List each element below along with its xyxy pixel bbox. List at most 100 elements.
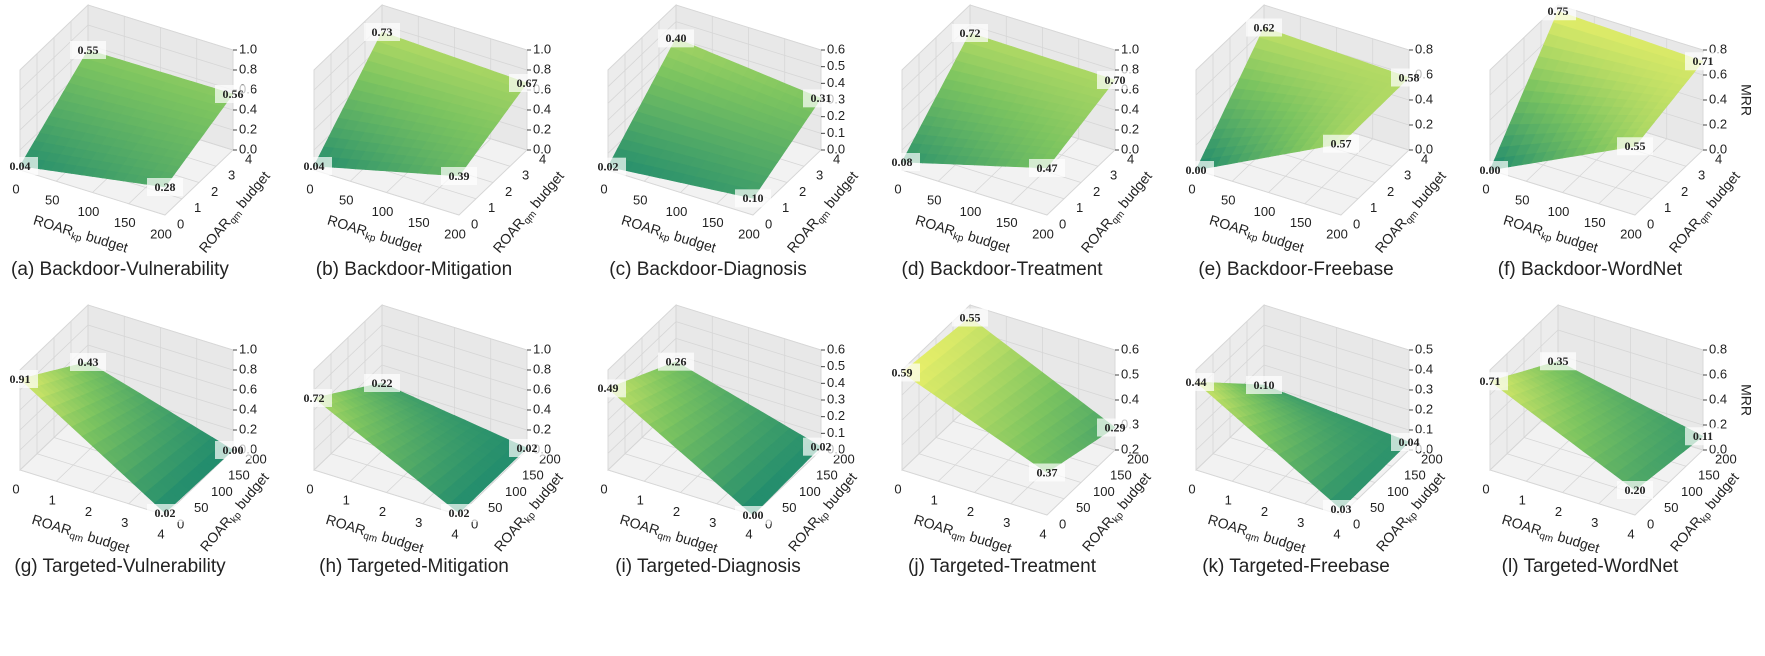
value-label: 0.71	[1480, 374, 1501, 388]
value-label: 0.10	[743, 191, 764, 205]
x-axis-label: ROARqmbudget	[617, 511, 719, 559]
label-rest: budget	[1409, 168, 1449, 211]
z-tick-label: 0.4	[1709, 91, 1727, 106]
grid-line	[675, 21, 822, 68]
label-rest: budget	[1556, 528, 1602, 556]
y-tick-label: 100	[1387, 484, 1409, 499]
value-label: 0.67	[517, 76, 538, 90]
z-tick-label: 0.2	[1121, 121, 1139, 136]
grid-line	[1557, 329, 1704, 376]
z-tick-label: 0.2	[533, 121, 551, 136]
value-label-box	[1617, 481, 1653, 499]
grid-line	[313, 304, 383, 371]
value-label: 0.29	[1105, 420, 1126, 434]
grid-line	[918, 453, 1065, 500]
value-label: 0.47	[1037, 161, 1058, 175]
y-tick-label: 100	[799, 484, 821, 499]
value-label-box	[803, 437, 839, 456]
grid-line	[901, 4, 971, 71]
y-tick-label: 0	[1059, 216, 1066, 231]
x-tick-label: 50	[339, 193, 353, 208]
x-tick-label: 1	[931, 493, 938, 508]
label-rest: budget	[380, 528, 426, 556]
value-label: 0.31	[811, 91, 832, 105]
value-label-box	[735, 506, 771, 524]
x-tick-label: 150	[1290, 215, 1312, 230]
grid-line	[381, 344, 528, 391]
grid-line	[1195, 469, 1342, 516]
z-tick-label: 0.4	[1121, 391, 1139, 406]
z-tick-label: 0.4	[827, 75, 845, 90]
grid-line	[901, 169, 1048, 216]
z-tick-label: 0.0	[533, 141, 551, 156]
grid-line	[19, 4, 89, 71]
z-tick-label: 0.0	[1709, 141, 1727, 156]
grid-line	[87, 304, 234, 351]
y-tick-label: 4	[833, 151, 840, 166]
z-tick-label: 0.2	[1709, 116, 1727, 131]
grid-line	[1195, 4, 1265, 71]
y-tick-label: 150	[1404, 468, 1426, 483]
value-label-box	[215, 85, 251, 103]
label-sub: qm	[1538, 530, 1555, 545]
grid-line	[607, 169, 754, 216]
x-tick-label: 4	[157, 526, 164, 541]
value-label: 0.70	[1105, 73, 1126, 87]
z-tick-label: 0.1	[827, 125, 845, 140]
grid-line	[313, 169, 460, 216]
panel: 012340501001502000.00.10.20.30.40.5ROARq…	[1178, 303, 1448, 577]
value-label-box	[509, 439, 545, 457]
z-tick-label: 0.8	[239, 361, 257, 376]
z-tick-label: 0.8	[239, 61, 257, 76]
x-tick-label: 2	[1261, 504, 1268, 519]
value-label-box	[658, 29, 694, 48]
x-tick-label: 200	[150, 226, 172, 241]
x-tick-label: 200	[1620, 226, 1642, 241]
grid-line	[607, 469, 754, 516]
value-label-box	[884, 153, 920, 171]
z-tick-label: 0.4	[533, 401, 551, 416]
y-tick-label: 4	[1421, 151, 1428, 166]
grid-line	[901, 469, 1048, 516]
y-tick-label: 150	[1110, 468, 1132, 483]
z-tick-label: 0.6	[1121, 341, 1139, 356]
panel: 050100150200012340.00.20.40.60.81.0ROARk…	[296, 3, 567, 280]
value-label: 0.20	[1625, 483, 1646, 497]
value-label: 0.02	[811, 439, 832, 453]
value-label-box	[803, 89, 839, 108]
panel: 012340501001502000.00.20.40.60.81.0ROARq…	[2, 303, 272, 577]
x-tick-label: 200	[444, 226, 466, 241]
y-tick-label: 100	[1093, 484, 1115, 499]
y-tick-label: 2	[1093, 184, 1100, 199]
x-tick-label: 0	[1188, 181, 1195, 196]
grid-line	[1195, 29, 1265, 96]
grid-line	[969, 4, 1116, 51]
value-label: 0.57	[1331, 137, 1352, 151]
value-label: 0.44	[1186, 375, 1207, 389]
z-tick-label: 1.0	[533, 41, 551, 56]
y-tick-label: 2	[211, 184, 218, 199]
value-label-box	[1391, 68, 1427, 87]
y-tick-label: 50	[194, 500, 208, 515]
grid-line	[87, 44, 234, 91]
value-label-box	[364, 23, 400, 41]
x-tick-label: 3	[1591, 515, 1598, 530]
y-tick-label: 50	[1076, 500, 1090, 515]
z-tick-label: 0.6	[533, 381, 551, 396]
label-rest: budget	[527, 168, 567, 211]
label-rest: budget	[378, 227, 424, 255]
value-label: 0.08	[892, 155, 913, 169]
y-tick-label: 200	[1127, 451, 1149, 466]
value-label: 0.02	[449, 506, 470, 520]
z-tick-label: 0.2	[1415, 116, 1433, 131]
label-rest: budget	[233, 168, 273, 211]
value-label: 0.62	[1254, 20, 1275, 34]
value-label: 0.10	[1254, 378, 1275, 392]
label-sub: kp	[658, 231, 672, 245]
value-label-box	[70, 41, 106, 59]
y-tick-label: 1	[782, 200, 789, 215]
x-tick-label: 100	[666, 204, 688, 219]
z-tick-label: 0.0	[239, 141, 257, 156]
label-main: ROAR	[1500, 511, 1543, 538]
